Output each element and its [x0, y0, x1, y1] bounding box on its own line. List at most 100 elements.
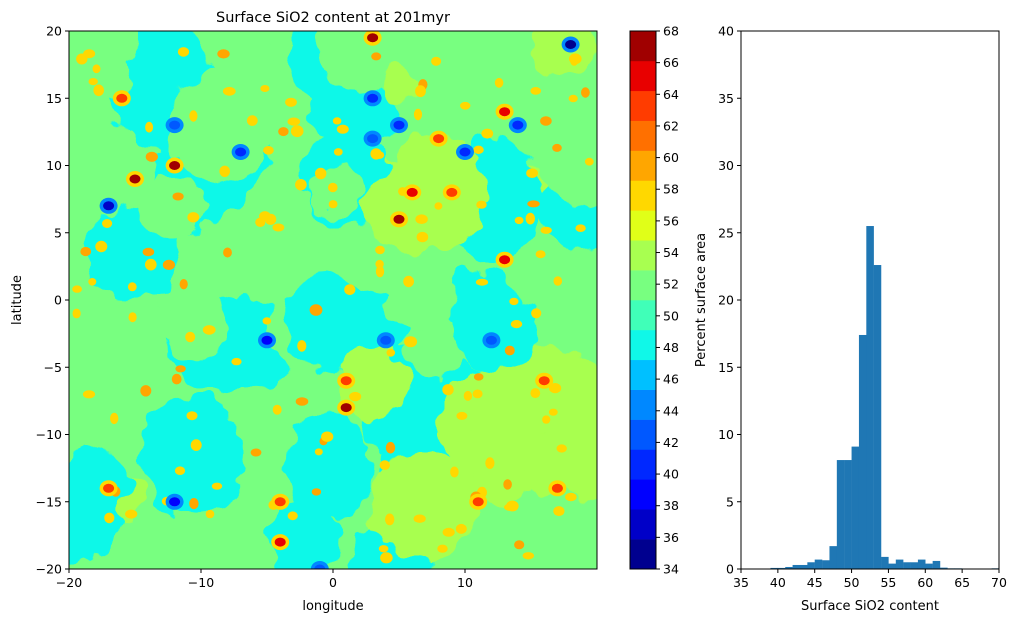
histogram-bar	[770, 567, 779, 569]
map-speckle	[540, 116, 552, 126]
map-spots	[72, 31, 594, 569]
histogram-y-tick-label: 0	[726, 562, 734, 577]
map-y-tick-label: 15	[46, 91, 62, 106]
map-speckle	[460, 101, 471, 110]
histogram-bar	[940, 567, 948, 569]
map-spot	[551, 483, 563, 493]
map-spot	[512, 120, 524, 130]
map-speckle	[297, 340, 307, 352]
map-speckle	[525, 212, 535, 225]
map-speckle	[140, 385, 152, 397]
map-speckle	[581, 87, 590, 98]
map-patch	[285, 413, 373, 520]
map-patch	[285, 272, 375, 368]
colorbar-tick-label: 38	[663, 498, 679, 513]
map-speckle	[102, 219, 113, 228]
map-patch	[306, 166, 364, 217]
map-speckle	[530, 388, 541, 399]
map-spot	[340, 403, 352, 413]
map-patch	[69, 462, 120, 566]
map-speckle	[442, 384, 454, 396]
histogram-bar	[777, 567, 786, 569]
map-speckle	[553, 506, 565, 517]
map-x-tick-label: −10	[188, 575, 214, 590]
map-speckle	[386, 348, 396, 357]
map-speckle	[231, 357, 242, 366]
map-speckle	[584, 157, 594, 166]
histogram-y-tick-label: 25	[718, 225, 734, 240]
histogram-y-tick-label: 10	[718, 427, 734, 442]
histogram-bar	[844, 460, 852, 569]
histogram-y-tick-label: 5	[726, 494, 734, 509]
map-speckle	[379, 460, 390, 470]
map-spot	[169, 497, 181, 507]
histogram-y-tick-label: 15	[718, 360, 734, 375]
map-patch	[530, 31, 597, 76]
colorbar-tick-label: 48	[663, 340, 679, 355]
map-speckle	[145, 151, 158, 162]
colorbar-tick-label: 46	[663, 372, 679, 387]
map-speckle	[504, 345, 515, 356]
map-speckle	[285, 97, 297, 107]
histogram-bar	[858, 334, 867, 569]
map-speckle	[287, 117, 301, 126]
map-speckle	[263, 146, 274, 155]
colorbar-block	[630, 240, 656, 271]
map-speckle	[205, 509, 215, 519]
histogram-y-tick-label: 30	[718, 158, 734, 173]
map-speckle	[272, 223, 285, 232]
map-speckle	[110, 412, 119, 425]
histogram-x-tick-label: 70	[991, 575, 1007, 590]
histogram-bar	[881, 556, 889, 569]
map-speckle	[260, 85, 270, 92]
map-x-tick-label: 10	[457, 575, 473, 590]
colorbar-tick-label: 44	[663, 403, 679, 418]
histogram-x-ticks: 35 40 45 50 55 60 65 70	[733, 569, 1007, 590]
map-speckle	[223, 247, 232, 258]
map-speckle	[104, 512, 115, 524]
colorbar-tick-label: 60	[663, 150, 679, 165]
colorbar-block	[630, 180, 656, 211]
histogram-bar	[836, 460, 845, 569]
colorbar-tick-label: 36	[663, 530, 679, 545]
map-speckle	[314, 448, 323, 456]
map-y-tick-label: 10	[46, 158, 62, 173]
histogram-bar	[822, 560, 830, 569]
map-speckle	[526, 168, 538, 178]
colorbar-tick-label: 58	[663, 182, 679, 197]
map-x-axis-label: longitude	[302, 599, 363, 614]
colorbar-block	[630, 509, 656, 540]
colorbar-block	[630, 329, 656, 361]
map-speckle	[88, 78, 98, 86]
colorbar-frame	[629, 30, 657, 570]
map-spot	[340, 376, 352, 386]
map-speckle	[503, 479, 512, 490]
colorbar-tick-label: 34	[663, 562, 679, 577]
map-y-tick-label: −10	[36, 427, 62, 442]
map-speckle	[472, 389, 483, 399]
map-speckle	[336, 124, 349, 134]
map-speckle	[262, 317, 272, 325]
map-speckle	[309, 304, 323, 316]
map-speckle	[333, 148, 343, 156]
map-spot	[538, 376, 550, 386]
map-speckle	[295, 179, 307, 191]
map-speckle	[174, 466, 186, 476]
map-speckle	[437, 544, 448, 553]
map-patch	[554, 118, 597, 173]
histogram-bar	[910, 562, 919, 569]
map-y-ticks: −20 −15 −10 −5 0 5 10 15 20	[36, 24, 69, 577]
histogram-y-tick-label: 20	[718, 293, 734, 308]
map-speckle	[385, 441, 396, 454]
map-speckle	[456, 411, 468, 420]
map-patch	[69, 31, 141, 77]
map-x-ticks: −20 −10 0 10	[56, 569, 473, 590]
map-speckle	[531, 308, 542, 319]
map-speckle	[375, 265, 385, 278]
map-speckle	[128, 312, 137, 323]
map-patch	[379, 65, 419, 99]
map-x-tick-label: −20	[56, 575, 82, 590]
map-patch	[406, 328, 462, 380]
map-speckle	[287, 511, 298, 521]
map-title: Surface SiO2 content at 201myr	[216, 10, 450, 26]
